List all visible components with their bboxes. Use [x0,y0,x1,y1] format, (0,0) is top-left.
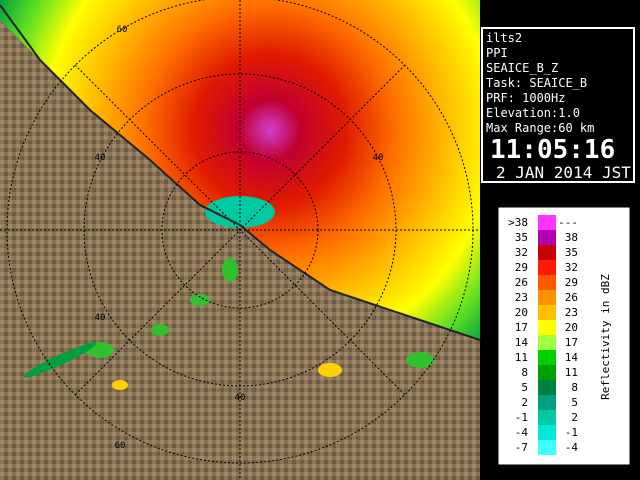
date: 2 JAN 2014 JST [496,163,631,182]
legend-low: 17 [515,321,528,334]
legend-low: 14 [515,336,529,349]
range-label: 60 [115,441,126,451]
legend-low: -7 [515,441,528,454]
range-rings [0,0,480,480]
legend-low: 11 [515,351,528,364]
legend-high: 20 [565,321,578,334]
info-line: Elevation:1.0 [486,106,580,120]
info-line: Task: SEAICE_B [486,76,588,90]
legend-swatch [538,395,556,410]
range-label: 40 [95,313,106,323]
info-line: SEAICE_B_Z [486,61,559,75]
info-line: ilts2 [486,31,523,45]
radar-map: 60 40 40 40 40 60 [0,0,480,480]
legend-low: 35 [515,231,528,244]
legend-high: 17 [565,336,578,349]
legend-low: 8 [521,366,528,379]
legend-high: 32 [565,261,578,274]
legend-low: >38 [508,216,528,229]
legend-low: 29 [515,261,528,274]
legend-swatch [538,350,556,365]
legend-high: -1 [565,426,578,439]
legend-swatch [538,335,556,350]
legend-high: 11 [565,366,578,379]
legend-swatch [538,410,556,425]
legend-low: 32 [515,246,528,259]
legend-swatch [538,290,556,305]
info-line: Max Range:60 km [486,121,595,135]
land-echoes [23,258,434,390]
legend-title: Reflectivity in dBZ [599,274,612,400]
coastline [0,4,480,341]
legend-high: 8 [571,381,578,394]
legend-swatch [538,215,556,230]
legend-low: 5 [521,381,528,394]
legend-high: -4 [565,441,579,454]
info-line: PPI [486,46,508,60]
legend-low: 20 [515,306,528,319]
legend-swatch [538,425,556,440]
legend-high: 5 [571,396,578,409]
legend-high: 14 [565,351,579,364]
time: 11:05:16 [490,135,616,165]
legend-swatch [538,245,556,260]
legend-high: 38 [565,231,578,244]
legend-low: 23 [515,291,528,304]
legend-swatch [538,260,556,275]
range-label: 60 [117,25,128,35]
legend: >38 --- 35 38 32 35 29 32 26 29 23 26 20 23 17 20 14 17 11… [498,207,630,465]
legend-low: -4 [515,426,529,439]
legend-high: 26 [565,291,578,304]
legend-box [498,207,630,465]
legend-low: -1 [515,411,528,424]
legend-swatch [538,320,556,335]
legend-swatch [538,305,556,320]
legend-swatch [538,275,556,290]
info-panel: ilts2 PPI SEAICE_B_Z Task: SEAICE_B PRF: 100… [481,27,635,183]
range-label: 40 [373,153,384,163]
legend-high: 23 [565,306,578,319]
legend-swatch [538,440,556,455]
range-label: 40 [235,393,246,403]
legend-swatch [538,380,556,395]
legend-low: 2 [521,396,528,409]
legend-swatch [538,365,556,380]
legend-high: 35 [565,246,578,259]
range-label: 40 [95,153,106,163]
legend-high: 2 [571,411,578,424]
legend-swatch [538,230,556,245]
legend-low: 26 [515,276,528,289]
legend-high: 29 [565,276,578,289]
info-line: PRF: 1000Hz [486,91,566,105]
legend-high: --- [558,216,578,229]
